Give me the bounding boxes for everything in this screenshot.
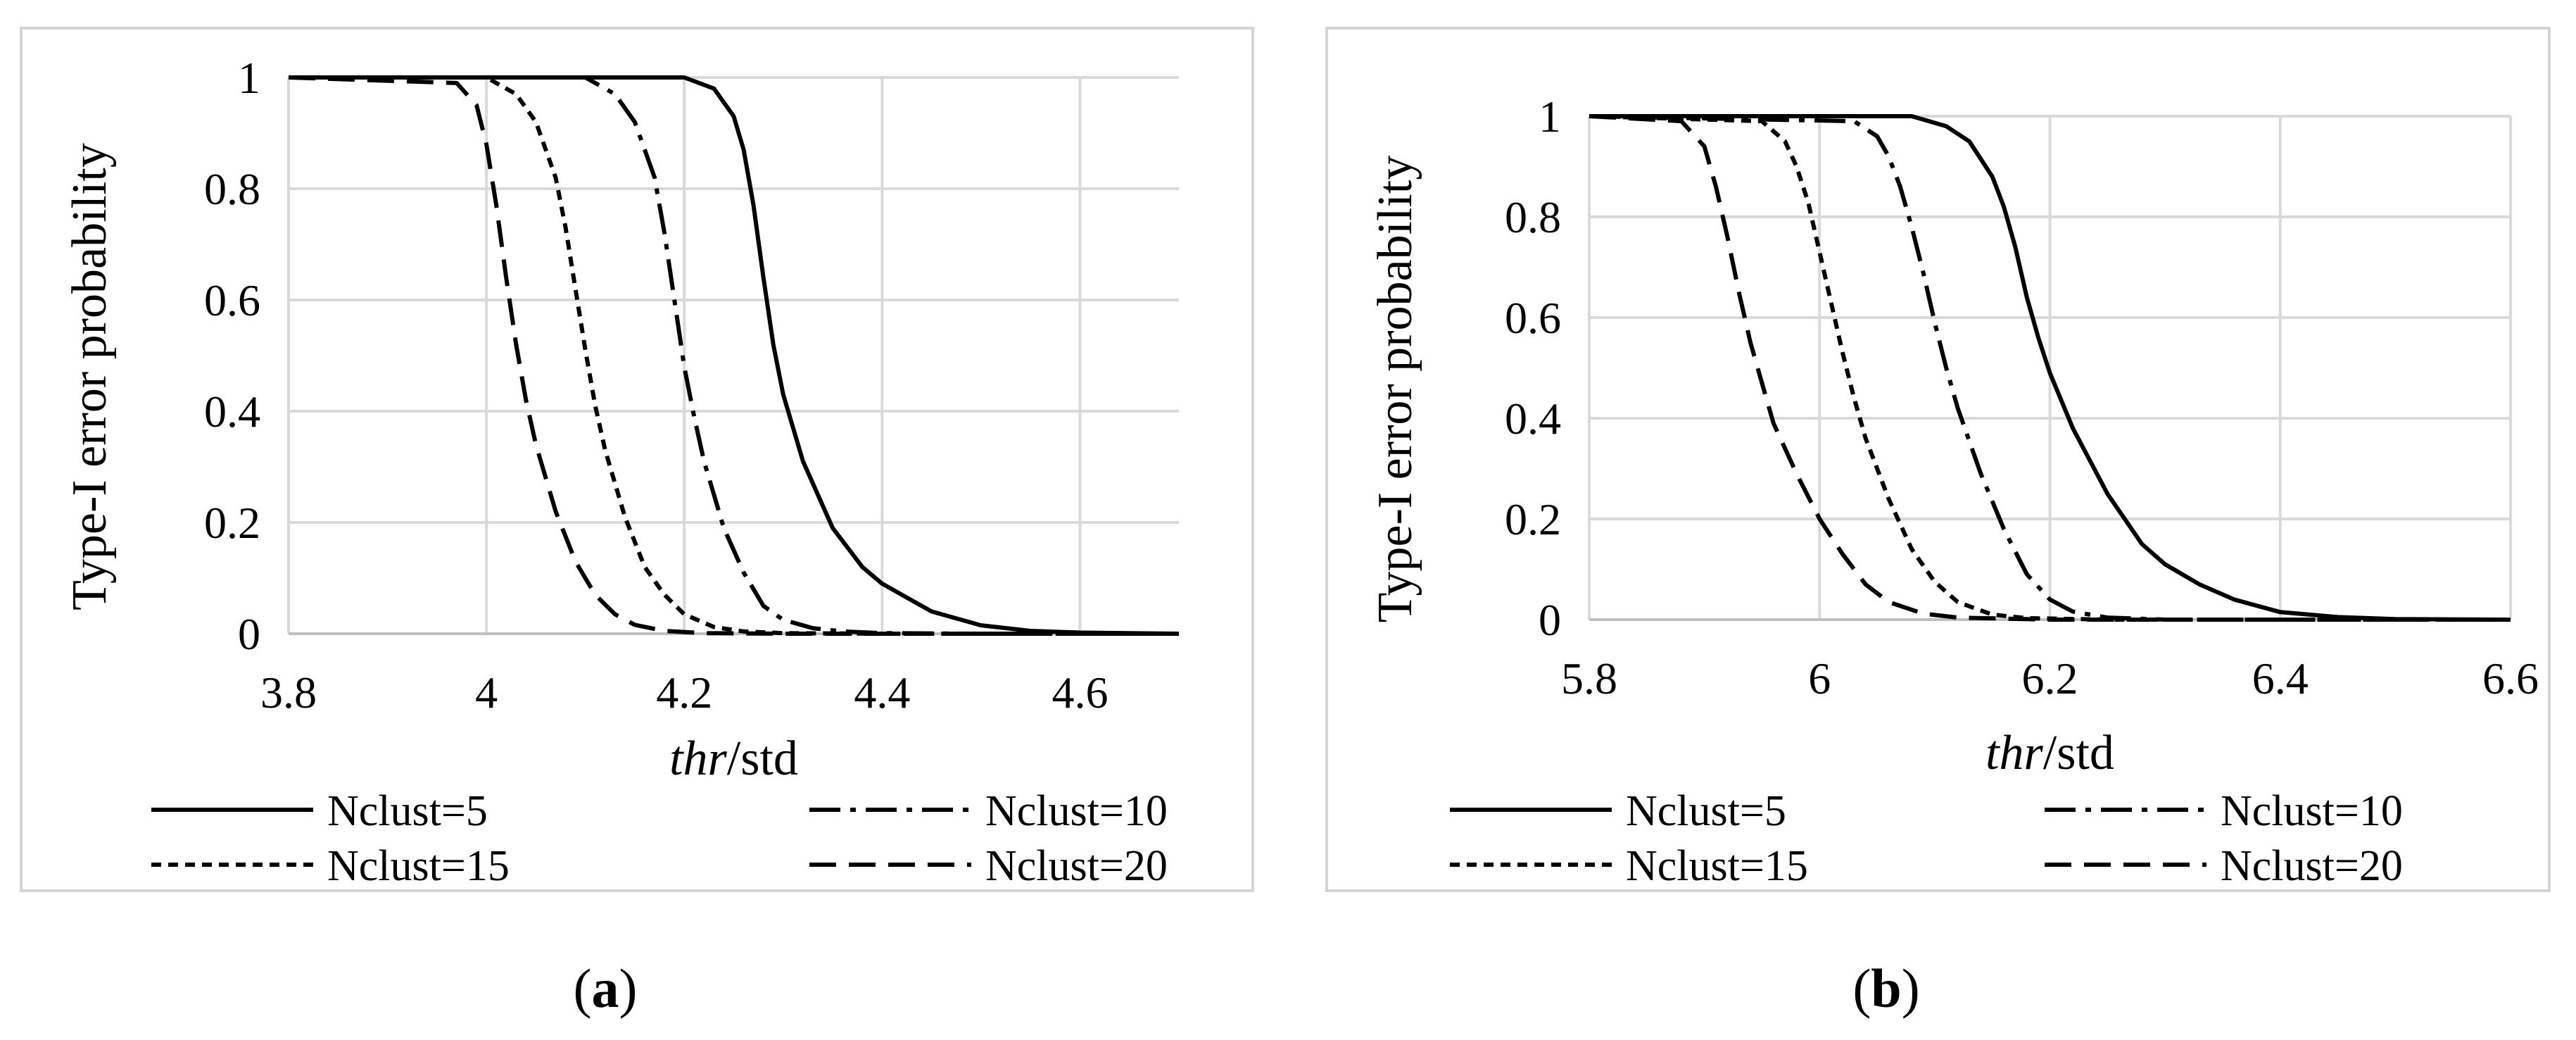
x-axis-title: thr/std xyxy=(669,732,798,786)
y-tick-label: 0.2 xyxy=(204,498,260,548)
series-line-2 xyxy=(1589,114,2511,622)
legend-label: Nclust=20 xyxy=(985,842,1168,890)
x-tick-label: 4.4 xyxy=(854,668,910,718)
y-tick-label: 0 xyxy=(1539,595,1561,645)
y-tick-label: 0.8 xyxy=(204,164,260,214)
legend-label: Nclust=10 xyxy=(2221,787,2403,835)
panel-caption: (b) xyxy=(1852,958,1919,1019)
chart-frame xyxy=(1325,27,2551,892)
chart-panel-a: 0 0.2 0.4 0.6 0.8 1 3.8 4 4.2 4.4 4.6 Type-I error … xyxy=(20,27,1254,1019)
x-axis-title: thr/std xyxy=(1985,726,2114,780)
x-tick-label: 4.2 xyxy=(656,668,712,718)
panel-caption: (a) xyxy=(574,958,638,1019)
y-axis-title: Type-I error probability xyxy=(63,143,117,610)
chart-panel-b: 0 0.2 0.4 0.6 0.8 1 5.8 6 6.2 6.4 6.6 Type-I error … xyxy=(1325,27,2551,1019)
x-tick-label: 5.8 xyxy=(1561,653,1617,703)
x-tick-label: 3.8 xyxy=(260,668,317,718)
legend: Nclust=5 Nclust=10 Nclust=15 Nclust=20 xyxy=(1450,787,2403,890)
y-tick-label: 0.6 xyxy=(1505,293,1561,343)
y-tick-label: 1 xyxy=(1539,92,1561,142)
y-tick-label: 0 xyxy=(238,609,260,659)
y-axis-title: Type-I error probability xyxy=(1368,156,1422,623)
series-line-4 xyxy=(288,75,1179,636)
series-line-1 xyxy=(289,75,1180,636)
x-tick-label: 6 xyxy=(1808,653,1831,703)
legend-label: Nclust=15 xyxy=(327,842,510,890)
legend-label: Nclust=5 xyxy=(1626,787,1786,835)
y-tick-label: 0.2 xyxy=(1505,494,1561,544)
x-tick-label: 6.2 xyxy=(2022,653,2078,703)
x-tick-label: 6.4 xyxy=(2252,653,2309,703)
series-line-1 xyxy=(1589,114,2511,622)
series-line-3 xyxy=(289,75,1179,636)
legend-label: Nclust=5 xyxy=(327,787,488,835)
y-tick-label: 0.4 xyxy=(1505,394,1561,444)
legend-label: Nclust=15 xyxy=(1626,842,1808,890)
chart-frame xyxy=(20,27,1254,892)
legend: Nclust=5 Nclust=10 Nclust=15 Nclust=20 xyxy=(151,787,1168,890)
legend-label: Nclust=20 xyxy=(2221,842,2403,890)
y-tick-label: 1 xyxy=(238,53,260,103)
x-tick-label: 4.6 xyxy=(1052,668,1108,718)
x-tick-label: 4 xyxy=(475,668,498,718)
y-tick-label: 0.6 xyxy=(204,275,260,325)
series-line-3 xyxy=(1589,114,2511,622)
y-tick-label: 0.8 xyxy=(1505,192,1561,242)
y-tick-label: 0.4 xyxy=(204,387,260,437)
legend-label: Nclust=10 xyxy=(985,787,1168,835)
series-line-4 xyxy=(1589,114,2511,622)
x-tick-label: 6.6 xyxy=(2482,653,2539,703)
series-line-2 xyxy=(289,75,1179,636)
